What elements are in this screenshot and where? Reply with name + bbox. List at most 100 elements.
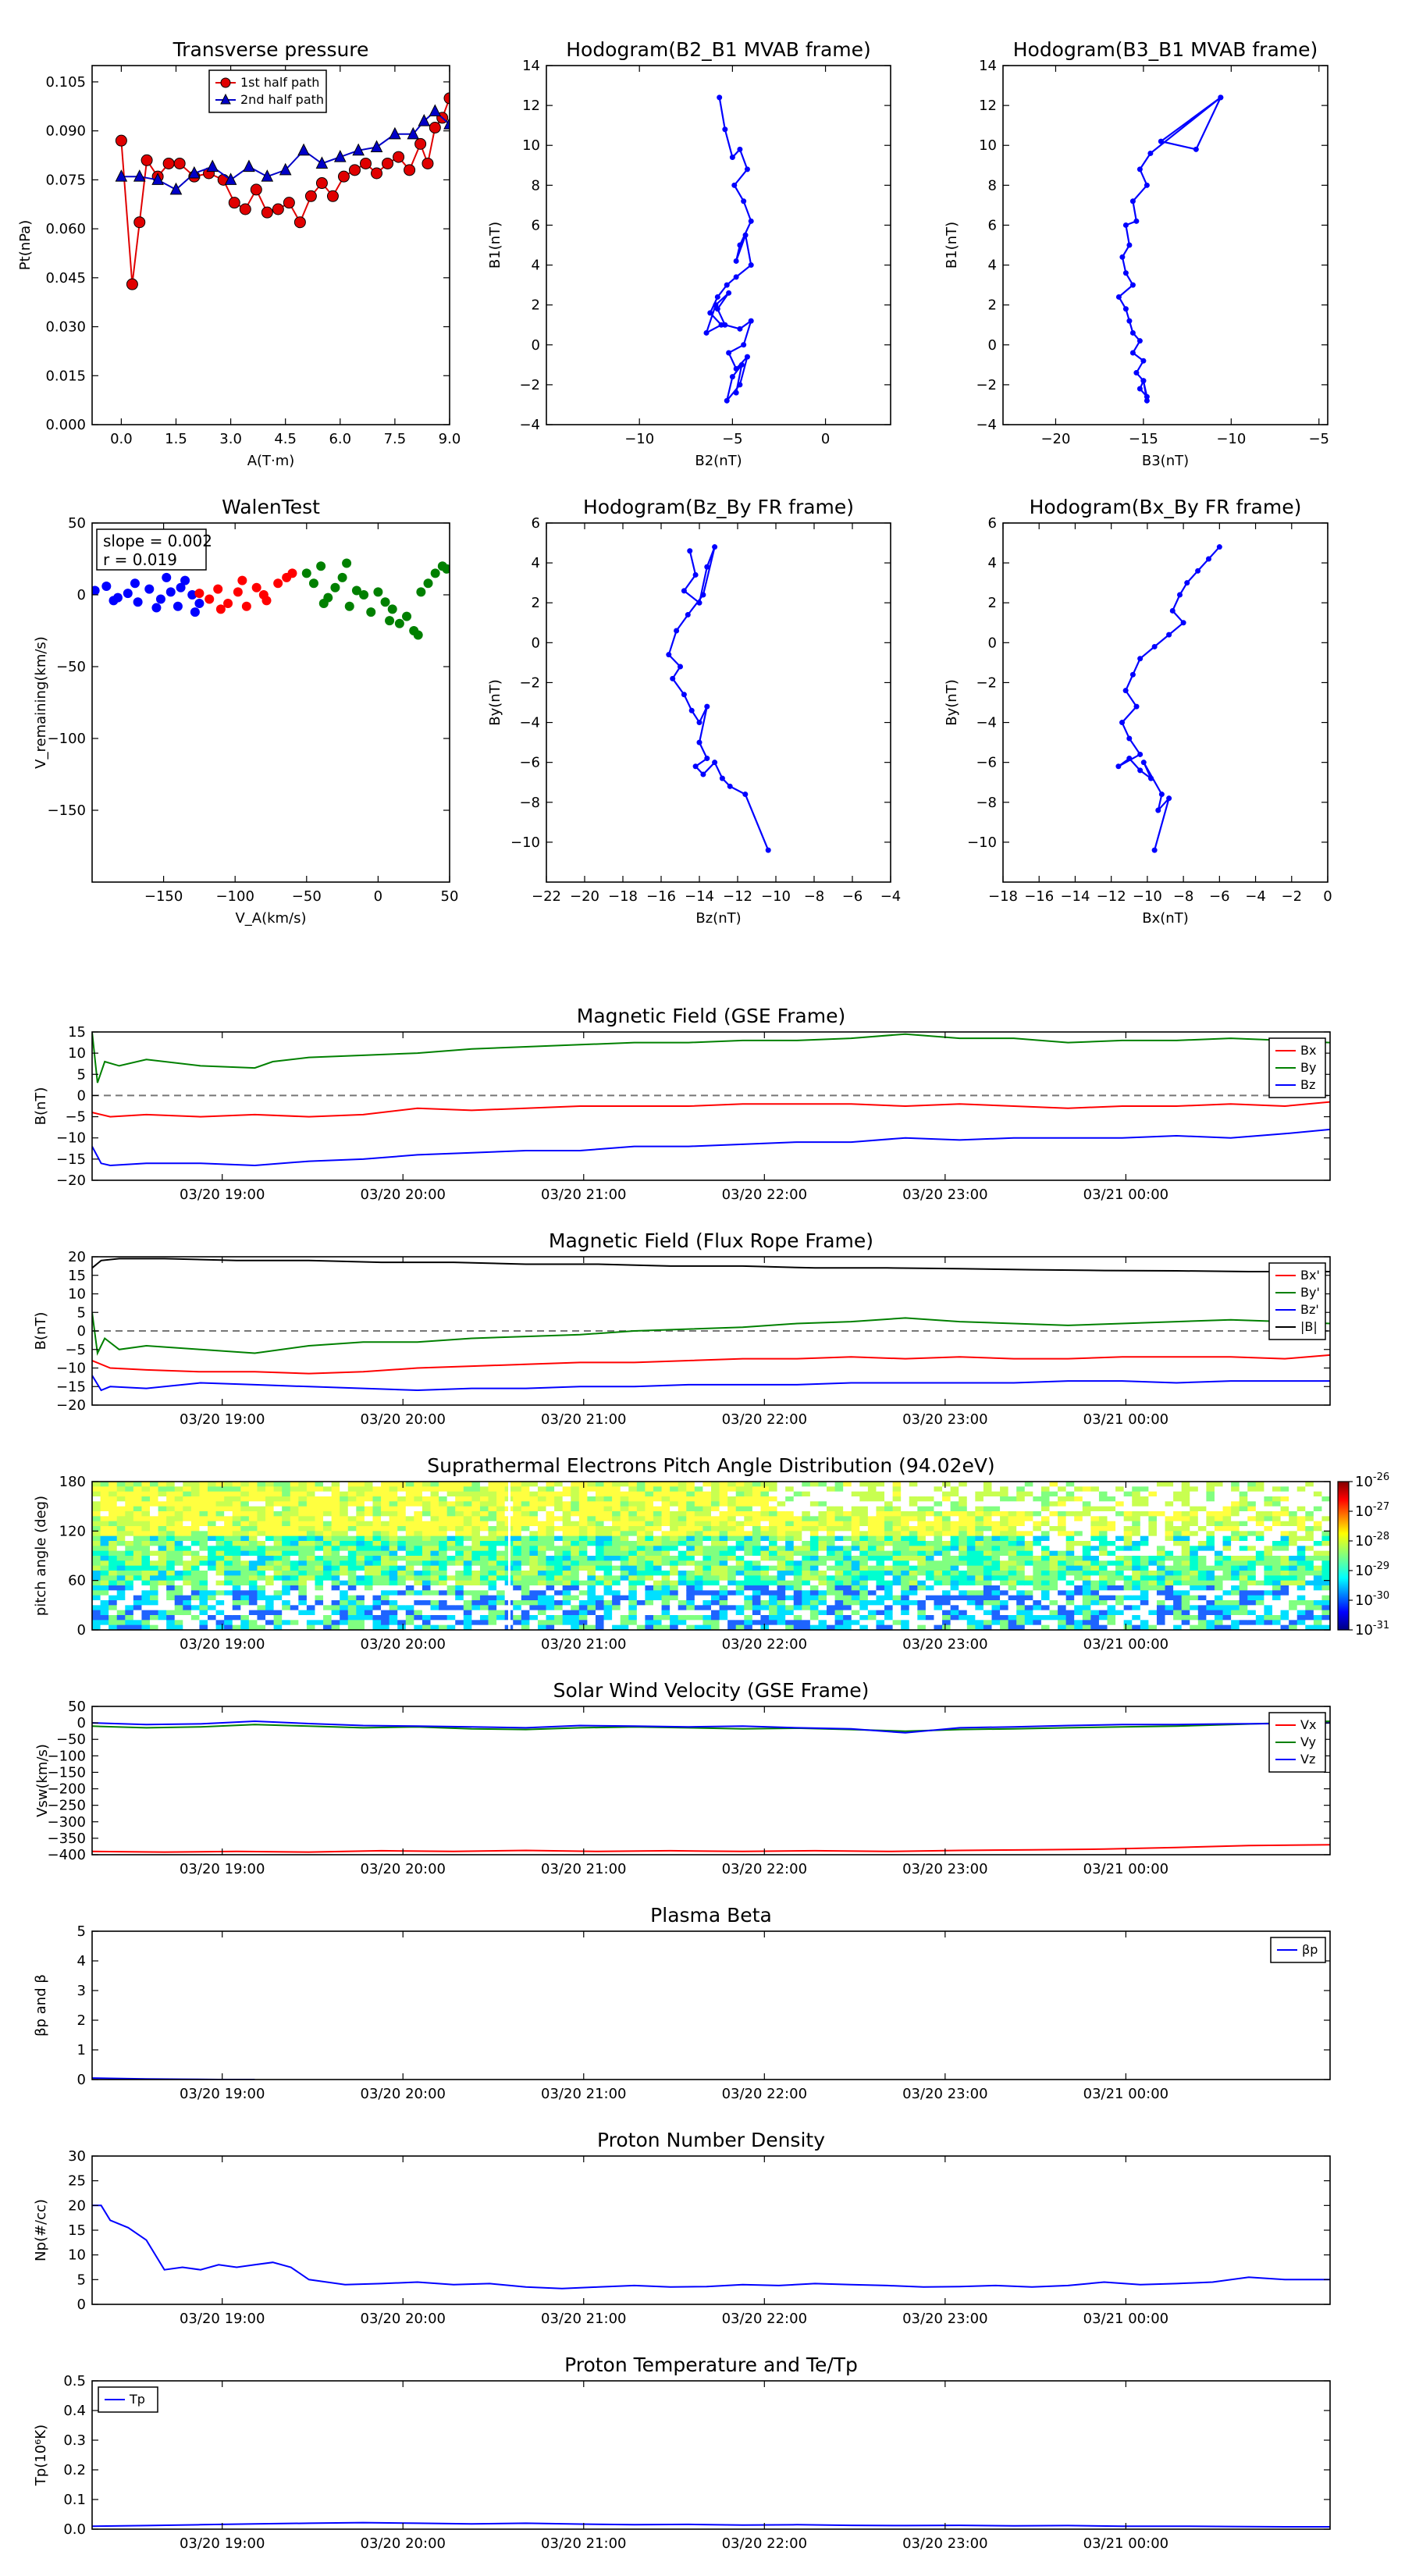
heatmap-cell [1016, 1482, 1026, 1487]
heatmap-cell [232, 1615, 241, 1621]
data-point [1140, 358, 1147, 364]
heatmap-cell [150, 1482, 159, 1487]
heatmap-cell [208, 1531, 217, 1537]
heatmap-cell [248, 1565, 258, 1571]
heatmap-cell [479, 1541, 489, 1546]
heatmap-cell [224, 1486, 233, 1493]
heatmap-cell [571, 1541, 580, 1546]
heatmap-cell [125, 1526, 134, 1532]
heatmap-cell [546, 1605, 555, 1611]
heatmap-cell [513, 1546, 522, 1552]
heatmap-cell [694, 1575, 703, 1582]
heatmap-cell [1165, 1541, 1174, 1546]
heatmap-cell [298, 1546, 308, 1552]
heatmap-cell [959, 1615, 968, 1621]
heatmap-cell [1033, 1600, 1042, 1606]
heatmap-cell [1140, 1610, 1149, 1616]
heatmap-cell [909, 1526, 918, 1532]
heatmap-cell [818, 1521, 827, 1527]
heatmap-cell [809, 1580, 819, 1586]
data-point [700, 771, 706, 777]
heatmap-cell [290, 1610, 299, 1616]
heatmap-cell [224, 1620, 233, 1626]
heatmap-cell [150, 1546, 159, 1552]
heatmap-cell [851, 1501, 860, 1507]
heatmap-cell [372, 1610, 382, 1616]
heatmap-cell [686, 1605, 695, 1611]
heatmap-cell [479, 1506, 489, 1512]
heatmap-cell [529, 1516, 539, 1522]
heatmap-cell [686, 1565, 695, 1571]
heatmap-cell [298, 1521, 308, 1527]
heatmap-cell [1074, 1531, 1083, 1537]
heatmap-cell [455, 1506, 464, 1512]
heatmap-cell [769, 1620, 778, 1626]
heatmap-cell [661, 1565, 670, 1571]
heatmap-cell [439, 1620, 448, 1626]
heatmap-cell [455, 1571, 464, 1576]
heatmap-cell [694, 1521, 703, 1527]
heatmap-cell [1049, 1501, 1058, 1507]
heatmap-cell [686, 1590, 695, 1596]
heatmap-cell [290, 1482, 299, 1487]
heatmap-cell [983, 1526, 992, 1532]
heatmap-cell [727, 1491, 737, 1497]
heatmap-cell [166, 1511, 176, 1517]
heatmap-cell [645, 1575, 654, 1582]
heatmap-cell [1197, 1595, 1207, 1601]
heatmap-cell [571, 1600, 580, 1606]
heatmap-cell [1148, 1615, 1158, 1621]
heatmap-cell [809, 1535, 819, 1542]
heatmap-cell [199, 1575, 208, 1582]
heatmap-cell [636, 1590, 646, 1596]
heatmap-cell [439, 1535, 448, 1542]
heatmap-cell [298, 1571, 308, 1576]
heatmap-cell [1123, 1491, 1133, 1497]
heatmap-cell [785, 1491, 795, 1497]
heatmap-cell [694, 1535, 703, 1542]
heatmap-cell [1016, 1516, 1026, 1522]
heatmap-cell [702, 1550, 712, 1557]
heatmap-cell [1090, 1516, 1100, 1522]
heatmap-cell [1173, 1531, 1183, 1537]
heatmap-cell [925, 1560, 934, 1567]
heatmap-cell [1165, 1590, 1174, 1596]
heatmap-cell [1239, 1580, 1248, 1586]
heatmap-cell [116, 1565, 126, 1571]
heatmap-cell [1173, 1600, 1183, 1606]
heatmap-cell [290, 1486, 299, 1493]
heatmap-cell [834, 1546, 844, 1552]
heatmap-cell [834, 1501, 844, 1507]
heatmap-cell [405, 1516, 414, 1522]
heatmap-cell [653, 1511, 663, 1517]
heatmap-cell [405, 1610, 414, 1616]
heatmap-cell [323, 1521, 333, 1527]
heatmap-cell [1190, 1486, 1199, 1493]
heatmap-cell [1181, 1550, 1190, 1557]
heatmap-cell [166, 1624, 176, 1631]
heatmap-cell [802, 1595, 811, 1601]
heatmap-cell [818, 1620, 827, 1626]
heatmap-cell [340, 1550, 349, 1557]
heatmap-cell [925, 1615, 934, 1621]
heatmap-cell [455, 1556, 464, 1561]
heatmap-cell [859, 1535, 869, 1542]
heatmap-cell [166, 1521, 176, 1527]
heatmap-cell [571, 1535, 580, 1542]
heatmap-cell [760, 1531, 770, 1537]
heatmap-cell [1272, 1521, 1282, 1527]
heatmap-cell [827, 1506, 836, 1512]
heatmap-cell [323, 1585, 333, 1591]
heatmap-cell [884, 1516, 894, 1522]
chart-title: Hodogram(B2_B1 MVAB frame) [566, 38, 871, 61]
heatmap-cell [347, 1590, 357, 1596]
heatmap-cell [1264, 1501, 1273, 1507]
heatmap-cell [479, 1516, 489, 1522]
heatmap-cell [141, 1482, 151, 1487]
heatmap-cell [1231, 1550, 1240, 1557]
heatmap-cell [240, 1521, 250, 1527]
heatmap-cell [1033, 1590, 1042, 1596]
heatmap-cell [199, 1496, 208, 1502]
data-point [92, 585, 100, 596]
heatmap-cell [562, 1556, 571, 1561]
